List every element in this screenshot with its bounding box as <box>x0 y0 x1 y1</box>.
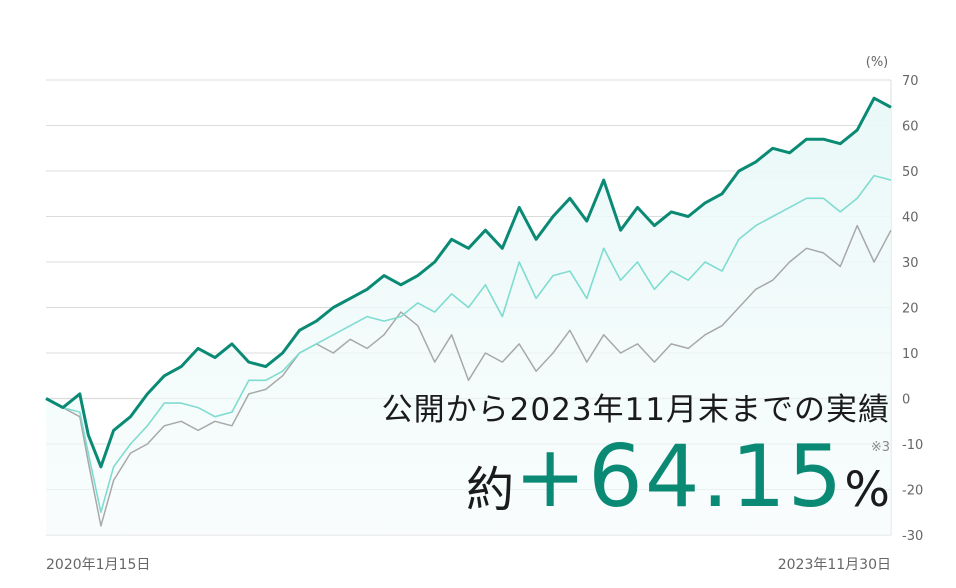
area-fill <box>46 98 891 535</box>
y-tick-label: 60 <box>902 120 919 135</box>
y-tick-label: -30 <box>902 529 923 544</box>
y-tick-label: -10 <box>902 438 923 453</box>
y-tick-label: -20 <box>902 484 923 499</box>
y-tick-label: 70 <box>902 74 919 89</box>
fund-series-line <box>45 96 892 469</box>
x-tick-label-end: 2023年11月30日 <box>778 557 891 573</box>
y-tick-label: 10 <box>902 347 919 362</box>
approx-prefix: 約 <box>466 462 515 518</box>
y-tick-label: 30 <box>902 256 919 271</box>
y-tick-label: 0 <box>902 393 910 408</box>
fund-area-fill <box>46 98 891 535</box>
y-unit-label: (%) <box>866 55 889 70</box>
footnote-marker: ※3 <box>870 440 890 455</box>
return-value: +64.15 <box>514 427 845 527</box>
index-series-line <box>45 224 892 527</box>
x-tick-label-start: 2020年1月15日 <box>46 557 150 573</box>
y-tick-label: 50 <box>902 165 919 180</box>
benchmark-series-line <box>45 174 892 514</box>
y-tick-labels: 70 60 50 40 30 20 10 0 -10 -20 -30 <box>902 74 923 544</box>
percent-unit: % <box>844 462 890 518</box>
performance-result: 約+64.15% <box>466 434 890 520</box>
series-lines <box>45 96 892 527</box>
y-tick-label: 40 <box>902 211 919 226</box>
y-tick-label: 20 <box>902 302 919 317</box>
performance-period-title: 公開から2023年11月末までの実績 <box>381 392 890 428</box>
